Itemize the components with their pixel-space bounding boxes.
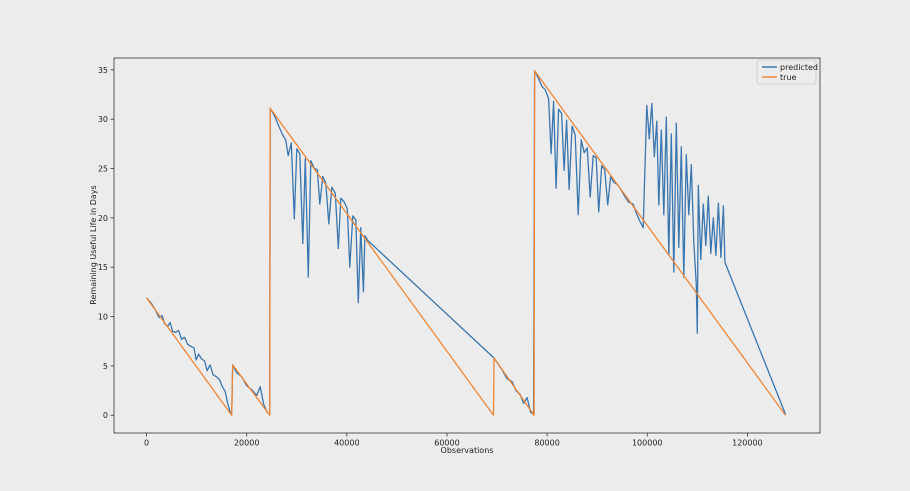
y-tick-label: 5 <box>103 362 108 371</box>
x-tick-label: 80000 <box>534 439 559 448</box>
x-tick-label: 100000 <box>632 439 663 448</box>
x-tick-label: 120000 <box>732 439 763 448</box>
x-tick-label: 0 <box>144 439 149 448</box>
legend: predicted true <box>756 59 818 85</box>
y-tick-label: 0 <box>103 411 108 420</box>
y-tick-label: 30 <box>98 115 108 124</box>
x-tick-label: 40000 <box>334 439 359 448</box>
y-tick-label: 35 <box>98 66 108 75</box>
x-tick-label: 20000 <box>234 439 259 448</box>
plot-layer <box>114 58 820 433</box>
legend-label-predicted: predicted <box>780 63 818 72</box>
series-line-true <box>145 70 787 416</box>
plot-area <box>114 58 820 433</box>
y-tick-label: 25 <box>98 165 108 174</box>
axes-frame <box>113 57 821 434</box>
y-tick-label: 15 <box>98 263 108 272</box>
axes-layer: 0 20000 40000 60000 80000 100000 120000 0 5 10 15 2… <box>98 57 821 448</box>
x-tick-label: 60000 <box>434 439 459 448</box>
y-tick-label: 20 <box>98 214 108 223</box>
x-axis-label: Observations <box>441 446 494 455</box>
y-axis-label: Remaining Useful Life in Days <box>89 185 98 304</box>
legend-box <box>756 59 817 85</box>
y-tick-label: 10 <box>98 313 108 322</box>
legend-label-true: true <box>780 73 796 82</box>
